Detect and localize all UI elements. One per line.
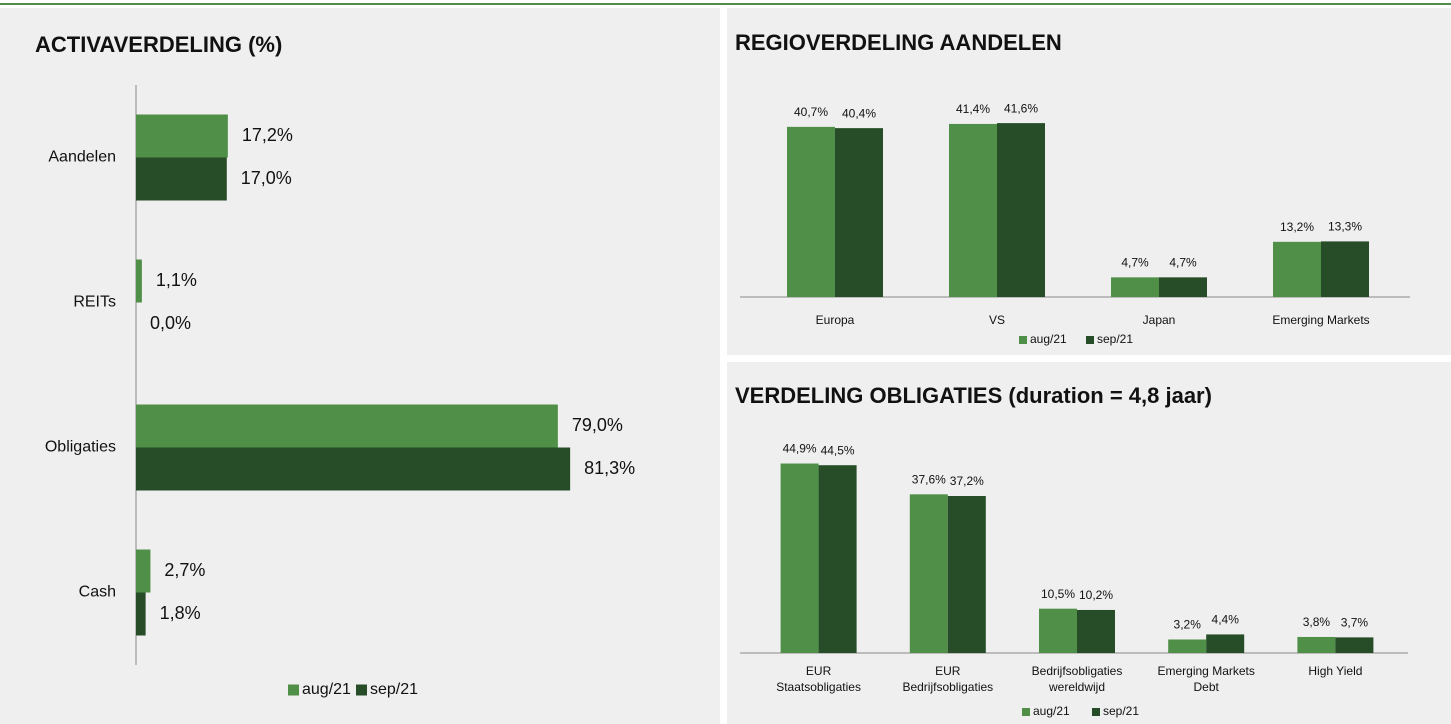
value-label: 41,4% [956,102,990,116]
legend-label: sep/21 [1097,332,1133,346]
bar [1168,639,1207,653]
bar [997,123,1045,297]
legend-swatch [1086,336,1094,344]
bar [835,128,883,297]
y-tick-label: Cash [79,584,116,601]
bar [136,114,228,158]
chart-title: ACTIVAVERDELING (%) [35,32,282,57]
x-tick-label: Emerging Markets [1272,313,1369,327]
value-label: 4,7% [1121,256,1149,270]
value-label: 2,7% [164,560,205,580]
bar [1206,634,1245,653]
bar [947,496,986,653]
bar [1335,637,1374,653]
bar [1159,277,1207,297]
y-tick-label: REITs [73,294,116,311]
bar [818,465,857,653]
value-label: 3,7% [1341,616,1369,630]
x-tick-label: Europa [816,313,855,327]
value-label: 41,6% [1004,101,1038,115]
bar [136,549,151,593]
bar [949,123,997,297]
bar [136,404,558,448]
bar [1039,608,1077,653]
x-tick-label: EUR [806,664,832,678]
legend-label: aug/21 [302,681,351,698]
bar [136,447,571,491]
value-label: 17,2% [242,125,293,145]
value-label: 1,1% [156,270,197,290]
legend-label: aug/21 [1030,332,1067,346]
value-label: 37,2% [950,474,984,488]
legend-label: sep/21 [370,681,418,698]
legend-swatch [288,684,299,696]
value-label: 10,2% [1079,588,1113,602]
y-tick-label: Aandelen [48,149,116,166]
value-label: 44,5% [821,443,855,457]
bar [1297,636,1336,653]
panel [0,8,720,724]
legend-swatch [1092,708,1100,716]
x-tick-label: Bedrijfsobligaties [902,680,993,694]
bar [909,494,948,653]
bar [1111,277,1159,297]
legend-swatch [1019,336,1027,344]
chart-title: REGIOVERDELING AANDELEN [735,30,1062,55]
x-tick-label: wereldwijd [1048,680,1105,694]
value-label: 10,5% [1041,587,1075,601]
value-label: 17,0% [241,168,292,188]
value-label: 0,0% [150,313,191,333]
value-label: 1,8% [160,603,201,623]
legend-label: aug/21 [1033,704,1070,718]
bar [1273,241,1321,297]
chart-title: VERDELING OBLIGATIES (duration = 4,8 jaa… [735,383,1212,408]
x-tick-label: High Yield [1308,664,1362,678]
legend-swatch [1022,708,1030,716]
value-label: 3,8% [1303,615,1331,629]
value-label: 81,3% [584,458,635,478]
bar [787,126,835,298]
value-label: 4,4% [1212,613,1240,627]
value-label: 37,6% [912,472,946,486]
x-tick-label: Japan [1143,313,1176,327]
x-tick-label: Bedrijfsobligaties [1032,664,1123,678]
bar [136,592,146,636]
x-tick-label: EUR [935,664,961,678]
value-label: 3,2% [1174,618,1202,632]
value-label: 13,2% [1280,220,1314,234]
x-tick-label: Emerging Markets [1158,664,1255,678]
x-tick-label: VS [989,313,1005,327]
bar [136,259,142,303]
value-label: 44,9% [783,442,817,456]
bar [780,463,819,653]
bar [1077,609,1115,653]
legend-label: sep/21 [1103,704,1139,718]
legend-swatch [356,684,367,696]
bar [1321,241,1369,297]
value-label: 40,7% [794,105,828,119]
x-tick-label: Staatsobligaties [776,680,861,694]
y-tick-label: Obligaties [45,439,116,456]
value-label: 79,0% [572,415,623,435]
value-label: 13,3% [1328,220,1362,234]
value-label: 40,4% [842,106,876,120]
bar [136,157,227,201]
value-label: 4,7% [1169,256,1197,270]
x-tick-label: Debt [1194,680,1220,694]
top-rule [0,3,1451,5]
